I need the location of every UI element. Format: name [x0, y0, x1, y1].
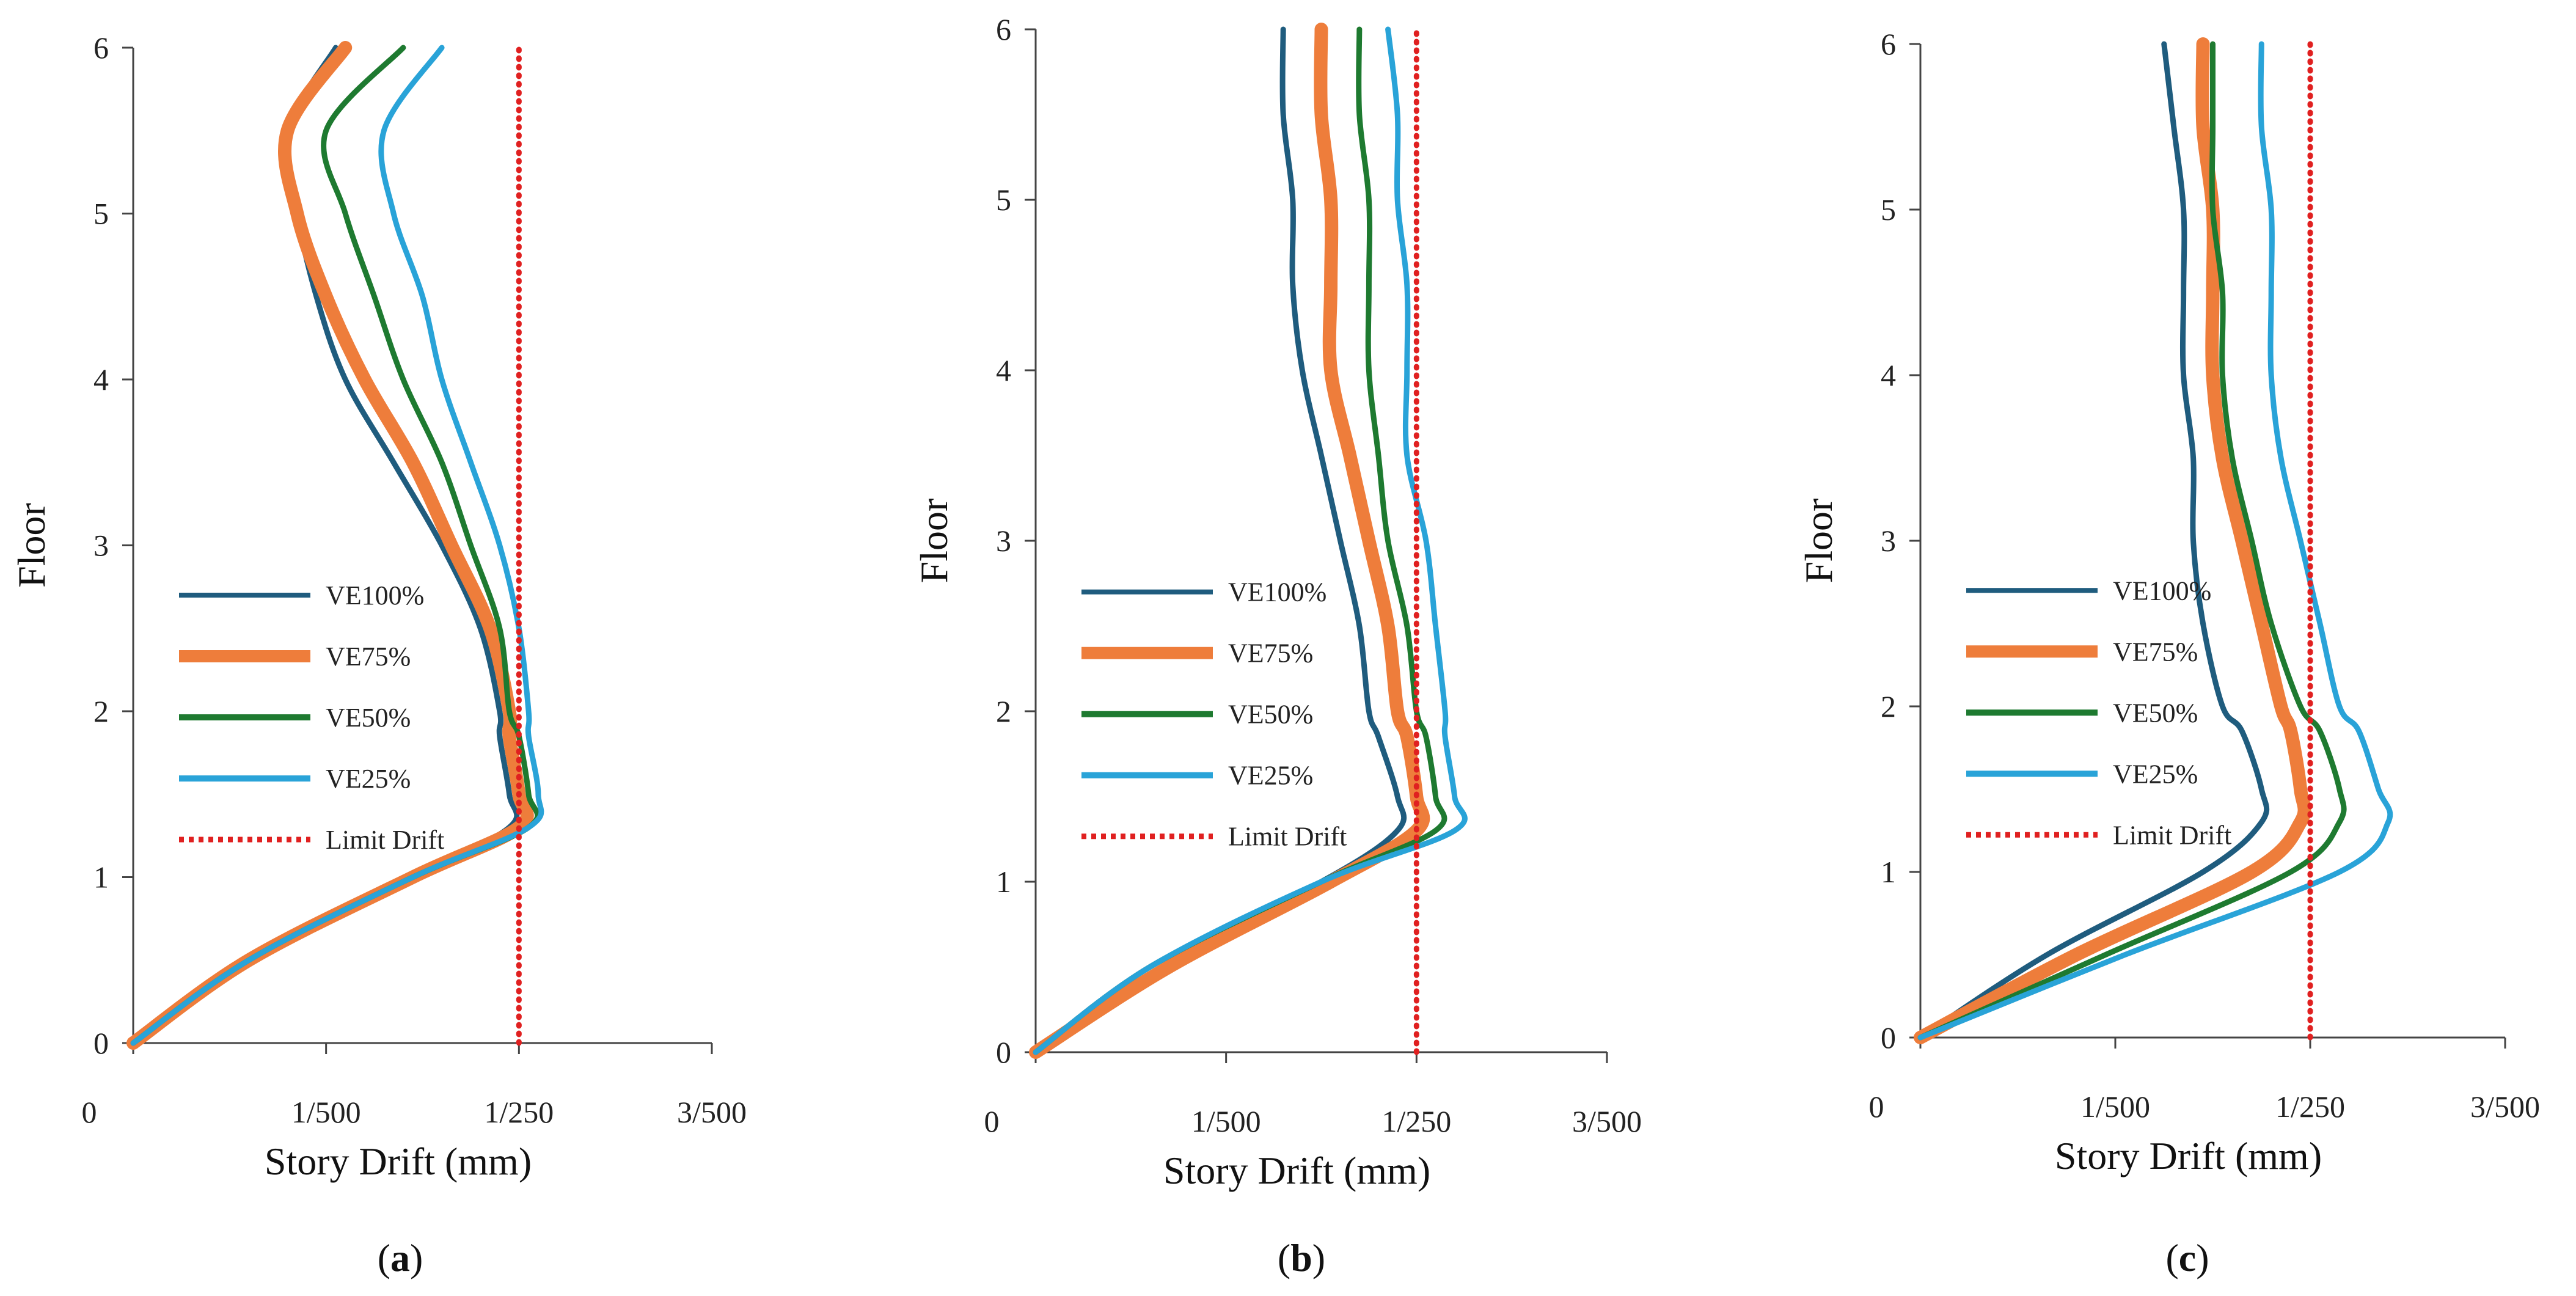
y-tick-label: 3	[996, 524, 1011, 558]
y-tick-label: 5	[93, 197, 109, 231]
panel-caption: (b)	[1278, 1236, 1325, 1280]
x-tick-label: 0	[1869, 1089, 1884, 1124]
legend-label: VE25%	[1228, 761, 1313, 791]
series-group	[1029, 23, 1468, 1059]
y-tick-label: 1	[93, 860, 109, 895]
legend-label: Limit Drift	[1228, 822, 1347, 852]
series-line-ve100-	[1033, 26, 1407, 1055]
x-tick-label: 0	[82, 1095, 97, 1129]
series-line-ve100-	[130, 45, 520, 1046]
caption-open: (	[2165, 1236, 2178, 1280]
y-tick-label: 3	[1881, 524, 1896, 558]
y-tick-label: 4	[93, 362, 109, 397]
y-tick-label: 6	[996, 12, 1011, 46]
legend-label: VE75%	[1228, 639, 1313, 668]
y-tick-label: 0	[93, 1026, 109, 1060]
legend-label: VE100%	[1228, 577, 1326, 607]
y-tick-label: 3	[93, 529, 109, 563]
series-line-ve25-	[1917, 41, 2393, 1041]
x-tick-label: 1/500	[2080, 1089, 2150, 1124]
y-tick-label: 5	[996, 183, 1011, 217]
chart-panel-b: 0 1 2 3 4 5 6 0 1/500 1/250 3/500 Story Drift (mm) F…	[912, 12, 1642, 1280]
x-tick-label: 3/500	[1572, 1104, 1642, 1138]
y-tick-label: 2	[1881, 689, 1896, 723]
x-tick-label: 3/500	[2470, 1089, 2540, 1124]
series-line-ve100-	[1917, 41, 2270, 1041]
legend-label: Limit Drift	[2113, 820, 2231, 850]
series-line-ve25-	[1033, 26, 1468, 1055]
series-line-ve75-	[1029, 23, 1430, 1059]
chart-panel-a: 0 1 2 3 4 5 6 0 1/500 1/250 3/500 Story Drift (mm) F…	[10, 31, 747, 1280]
legend-label: VE75%	[326, 642, 411, 672]
caption-letter: b	[1290, 1236, 1312, 1280]
caption-letter: a	[390, 1236, 410, 1280]
y-tick-label: 0	[1881, 1020, 1896, 1055]
caption-open: (	[378, 1236, 390, 1280]
y-tick-label: 6	[93, 31, 109, 65]
x-axis-title: Story Drift (mm)	[265, 1140, 532, 1183]
legend-label: Limit Drift	[326, 825, 444, 855]
caption-close: )	[410, 1236, 423, 1280]
series-line-ve75-	[1914, 37, 2311, 1044]
caption-open: (	[1278, 1236, 1290, 1280]
series-line-ve50-	[1033, 26, 1447, 1055]
series-line-ve50-	[1917, 41, 2347, 1041]
legend: VE100% VE75% VE50% VE25% Limit Drift	[179, 580, 444, 855]
chart-panel-c: 0 1 2 3 4 5 6 0 1/500 1/250 3/500 Story Drift (mm) F…	[1797, 27, 2540, 1280]
legend: VE100% VE75% VE50% VE25% Limit Drift	[1081, 577, 1347, 852]
x-tick-label: 1/250	[484, 1095, 554, 1129]
y-tick-label: 2	[996, 694, 1011, 728]
y-tick-label: 4	[996, 353, 1011, 387]
legend-label: VE100%	[326, 580, 424, 610]
series-line-ve50-	[130, 45, 541, 1046]
legend-label: VE50%	[326, 703, 411, 733]
y-axis-title: Floor	[10, 503, 53, 588]
legend-label: VE50%	[2113, 698, 2198, 728]
x-tick-label: 0	[984, 1104, 1000, 1138]
legend-label: VE100%	[2113, 576, 2211, 606]
x-tick-label: 1/250	[2275, 1089, 2345, 1124]
panel-caption: (c)	[2165, 1236, 2209, 1280]
y-axis-title: Floor	[1797, 499, 1840, 584]
series-group	[1914, 37, 2393, 1044]
x-axis-title: Story Drift (mm)	[1163, 1149, 1430, 1192]
y-tick-label: 1	[996, 865, 1011, 899]
x-tick-label: 3/500	[677, 1095, 747, 1129]
y-tick-label: 0	[996, 1035, 1011, 1069]
y-tick-label: 1	[1881, 855, 1896, 889]
x-tick-label: 1/500	[291, 1095, 361, 1129]
panel-caption: (a)	[378, 1236, 423, 1280]
legend-label: VE50%	[1228, 700, 1313, 730]
y-axis-title: Floor	[912, 499, 956, 584]
series-group	[126, 41, 544, 1050]
y-tick-label: 2	[93, 694, 109, 728]
caption-letter: c	[2179, 1236, 2196, 1280]
legend-label: VE25%	[2113, 759, 2198, 789]
y-tick-label: 6	[1881, 27, 1896, 61]
legend-label: VE25%	[326, 764, 411, 794]
x-tick-label: 1/500	[1191, 1104, 1261, 1138]
legend-label: VE75%	[2113, 637, 2198, 667]
y-tick-label: 5	[1881, 192, 1896, 227]
x-tick-label: 1/250	[1381, 1104, 1451, 1138]
x-axis-title: Story Drift (mm)	[2055, 1134, 2322, 1177]
y-tick-label: 4	[1881, 358, 1896, 392]
caption-close: )	[1312, 1236, 1325, 1280]
legend: VE100% VE75% VE50% VE25% Limit Drift	[1966, 576, 2231, 850]
caption-close: )	[2196, 1236, 2209, 1280]
